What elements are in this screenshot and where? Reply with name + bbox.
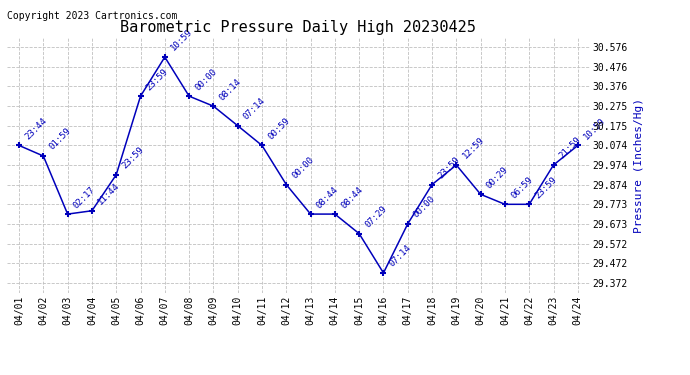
Text: 00:59: 00:59 <box>266 116 291 141</box>
Text: 07:14: 07:14 <box>388 243 413 269</box>
Text: 11:44: 11:44 <box>96 181 121 207</box>
Text: 21:59: 21:59 <box>558 135 583 161</box>
Text: 00:29: 00:29 <box>485 165 510 190</box>
Text: 08:44: 08:44 <box>339 184 364 210</box>
Text: 01:59: 01:59 <box>48 126 73 152</box>
Title: Barometric Pressure Daily High 20230425: Barometric Pressure Daily High 20230425 <box>121 20 476 35</box>
Text: 06:59: 06:59 <box>509 175 535 200</box>
Text: 23:59: 23:59 <box>533 175 559 200</box>
Text: 08:14: 08:14 <box>217 76 243 102</box>
Text: 23:59: 23:59 <box>145 67 170 92</box>
Text: 08:44: 08:44 <box>315 184 340 210</box>
Text: 12:59: 12:59 <box>460 135 486 161</box>
Y-axis label: Pressure (Inches/Hg): Pressure (Inches/Hg) <box>633 98 644 232</box>
Text: 23:59: 23:59 <box>120 145 146 171</box>
Text: 00:00: 00:00 <box>193 67 219 92</box>
Text: 10:59: 10:59 <box>582 116 607 141</box>
Text: 00:00: 00:00 <box>412 194 437 220</box>
Text: 00:00: 00:00 <box>290 155 316 180</box>
Text: 10:59: 10:59 <box>169 27 195 53</box>
Text: 23:44: 23:44 <box>23 116 48 141</box>
Text: 07:14: 07:14 <box>242 96 267 122</box>
Text: 02:17: 02:17 <box>72 184 97 210</box>
Text: Copyright 2023 Cartronics.com: Copyright 2023 Cartronics.com <box>7 11 177 21</box>
Text: 23:59: 23:59 <box>436 155 462 180</box>
Text: 07:29: 07:29 <box>364 204 388 230</box>
